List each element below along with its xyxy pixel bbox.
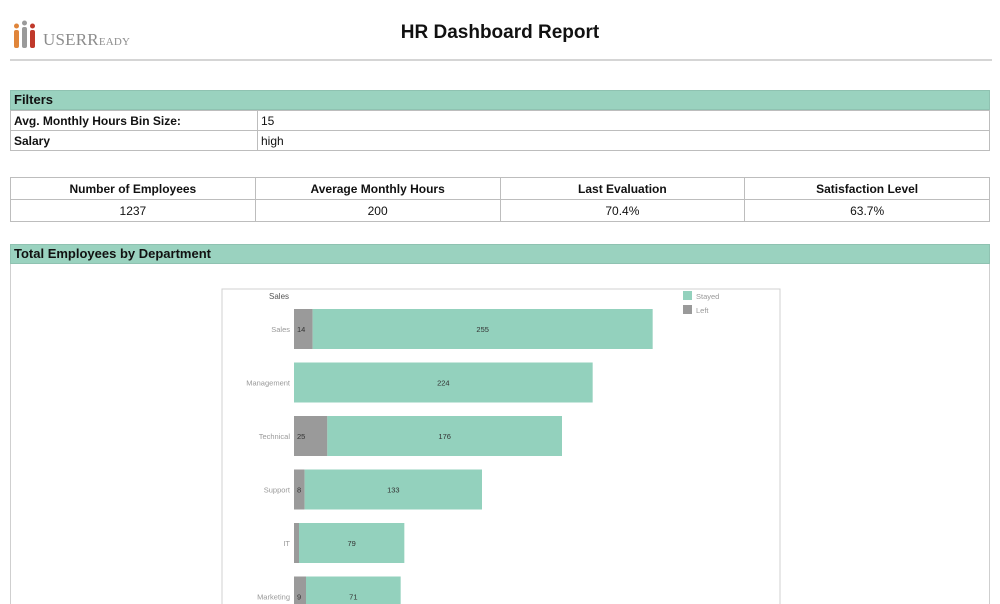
bar-stayed-label: 224 bbox=[437, 379, 450, 388]
filter-value: 15 bbox=[258, 111, 990, 131]
bar-left-label: 14 bbox=[297, 325, 305, 334]
filter-label: Salary bbox=[11, 131, 258, 151]
legend-swatch bbox=[683, 291, 692, 300]
department-bar-chart: Sales Stayed Left Sales 14 255 Management 224 Te… bbox=[11, 264, 989, 604]
report-header: USERREADY HR Dashboard Report bbox=[0, 0, 1000, 62]
kpi-header-row: Number of Employees Average Monthly Hour… bbox=[11, 178, 990, 200]
bar-left-label: 25 bbox=[297, 432, 305, 441]
header-divider bbox=[10, 59, 992, 61]
bar-stayed-label: 71 bbox=[349, 593, 357, 602]
kpi-header: Number of Employees bbox=[11, 178, 256, 200]
kpi-header: Last Evaluation bbox=[500, 178, 745, 200]
chart-title: Sales bbox=[269, 292, 289, 301]
chart-section: Sales Stayed Left Sales 14 255 Management 224 Te… bbox=[10, 264, 990, 604]
page-title: HR Dashboard Report bbox=[0, 22, 1000, 44]
bar-stayed-label: 133 bbox=[387, 486, 400, 495]
kpi-value: 1237 bbox=[11, 200, 256, 222]
filter-row: Avg. Monthly Hours Bin Size: 15 bbox=[11, 111, 990, 131]
kpi-table: Number of Employees Average Monthly Hour… bbox=[10, 177, 990, 222]
filter-value: high bbox=[258, 131, 990, 151]
category-label: Sales bbox=[271, 325, 290, 334]
kpi-header: Average Monthly Hours bbox=[255, 178, 500, 200]
category-label: Management bbox=[246, 379, 291, 388]
legend-label: Stayed bbox=[696, 292, 719, 301]
filters-heading: Filters bbox=[10, 90, 990, 110]
filters-table: Avg. Monthly Hours Bin Size: 15 Salary h… bbox=[10, 110, 990, 151]
bar-stayed-label: 79 bbox=[347, 539, 355, 548]
bar-stayed-label: 176 bbox=[438, 432, 451, 441]
bar-left bbox=[294, 523, 299, 563]
chart-section-heading: Total Employees by Department bbox=[10, 244, 990, 264]
bar-left-label: 8 bbox=[297, 486, 301, 495]
kpi-value: 70.4% bbox=[500, 200, 745, 222]
category-label: Technical bbox=[259, 432, 291, 441]
filter-row: Salary high bbox=[11, 131, 990, 151]
kpi-value: 200 bbox=[255, 200, 500, 222]
kpi-value: 63.7% bbox=[745, 200, 990, 222]
bar-left-label: 9 bbox=[297, 593, 301, 602]
category-label: IT bbox=[283, 539, 290, 548]
category-label: Support bbox=[264, 486, 291, 495]
legend-swatch bbox=[683, 305, 692, 314]
kpi-header: Satisfaction Level bbox=[745, 178, 990, 200]
legend-label: Left bbox=[696, 306, 709, 315]
kpi-value-row: 1237 200 70.4% 63.7% bbox=[11, 200, 990, 222]
bar-stayed-label: 255 bbox=[476, 325, 489, 334]
filter-label: Avg. Monthly Hours Bin Size: bbox=[11, 111, 258, 131]
category-label: Marketing bbox=[257, 593, 290, 602]
